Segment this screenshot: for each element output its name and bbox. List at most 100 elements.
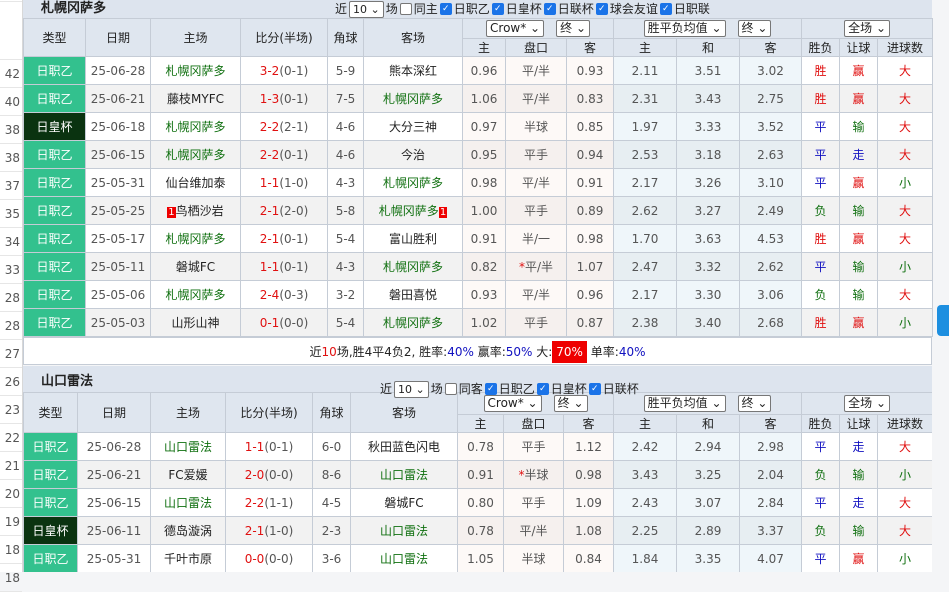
side-number: 37: [0, 172, 22, 200]
home-team[interactable]: 藤枝MYFC: [150, 84, 241, 113]
away-team[interactable]: 山口雷法: [350, 544, 458, 572]
score[interactable]: 1-1(0-1): [225, 432, 313, 461]
score[interactable]: 2-2(1-1): [225, 488, 313, 517]
away-team[interactable]: 秋田蓝色闪电: [350, 432, 458, 461]
away-team[interactable]: 大分三神: [363, 112, 463, 141]
checkbox-0[interactable]: [399, 3, 412, 15]
match-type[interactable]: 日职乙: [23, 544, 78, 572]
handicap-line: 平/半: [505, 56, 567, 85]
match-type[interactable]: 日职乙: [23, 168, 86, 197]
score[interactable]: 0-1(0-0): [240, 308, 328, 337]
goals-result: 小: [877, 460, 932, 489]
odds-select[interactable]: Crow* ⌄: [483, 395, 542, 412]
away-team[interactable]: 札幌冈萨多: [363, 308, 463, 337]
score[interactable]: 2-2(0-1): [240, 140, 328, 169]
away-team[interactable]: 磐田喜悦: [363, 280, 463, 309]
home-team[interactable]: 千叶市原: [150, 544, 226, 572]
odds-select[interactable]: Crow* ⌄: [486, 20, 545, 37]
match-type[interactable]: 日职乙: [23, 196, 86, 225]
checkbox-4[interactable]: ✓: [595, 3, 608, 15]
score[interactable]: 2-2(2-1): [240, 112, 328, 141]
select-value: Crow*: [487, 396, 524, 410]
score[interactable]: 3-2(0-1): [240, 56, 328, 85]
score[interactable]: 1-1(0-1): [240, 252, 328, 281]
score[interactable]: 2-1(2-0): [240, 196, 328, 225]
corners: 5-4: [327, 308, 364, 337]
away-team[interactable]: 山口雷法: [350, 516, 458, 545]
score[interactable]: 2-1(0-1): [240, 224, 328, 253]
checkbox-1[interactable]: ✓: [484, 383, 497, 395]
checkbox-0[interactable]: [444, 383, 457, 395]
away-team[interactable]: 熊本深红: [363, 56, 463, 85]
odds-select[interactable]: 全场 ⌄: [844, 395, 890, 412]
score[interactable]: 1-3(0-1): [240, 84, 328, 113]
checkbox-3[interactable]: ✓: [588, 383, 601, 395]
match-type[interactable]: 日职乙: [23, 460, 78, 489]
odds-select[interactable]: 终 ⌄: [556, 20, 590, 37]
home-team[interactable]: 磐城FC: [150, 252, 241, 281]
match-type[interactable]: 日职乙: [23, 432, 78, 461]
home-team[interactable]: FC爱媛: [150, 460, 226, 489]
home-team[interactable]: 山形山神: [150, 308, 241, 337]
asian-odds: 1.02: [462, 308, 506, 337]
home-team[interactable]: 札幌冈萨多: [150, 224, 241, 253]
home-team[interactable]: 札幌冈萨多: [150, 140, 241, 169]
score[interactable]: 2-0(0-0): [225, 460, 313, 489]
odds-select[interactable]: 终 ⌄: [553, 395, 588, 412]
odds-select[interactable]: 终 ⌄: [737, 395, 772, 412]
away-team[interactable]: 磐城FC: [350, 488, 458, 517]
home-team[interactable]: 札幌冈萨多: [150, 56, 241, 85]
match-type[interactable]: 日职乙: [23, 280, 86, 309]
match-count-select[interactable]: 10 ⌄: [349, 0, 384, 18]
checkbox-2[interactable]: ✓: [536, 383, 549, 395]
away-team[interactable]: 札幌冈萨多: [363, 168, 463, 197]
away-team[interactable]: 札幌冈萨多: [363, 84, 463, 113]
home-team[interactable]: 札幌冈萨多: [150, 280, 241, 309]
score[interactable]: 2-4(0-3): [240, 280, 328, 309]
home-team[interactable]: 1鸟栖沙岩: [150, 196, 241, 225]
score[interactable]: 1-1(1-0): [240, 168, 328, 197]
match-type[interactable]: 日职乙: [23, 56, 86, 85]
team-name: 札幌冈萨多: [165, 120, 226, 134]
away-team[interactable]: 今治: [363, 140, 463, 169]
score[interactable]: 0-0(0-0): [225, 544, 313, 572]
euro-odds: 2.17: [613, 280, 678, 309]
home-team[interactable]: 札幌冈萨多: [150, 112, 241, 141]
away-team[interactable]: 札幌冈萨多: [363, 252, 463, 281]
corners: 4-5: [312, 488, 351, 517]
odds-select[interactable]: 胜平负均值 ⌄: [643, 395, 726, 412]
match-type[interactable]: 日职乙: [23, 488, 78, 517]
handicap-result: 输: [839, 460, 879, 489]
odds-select[interactable]: 全场 ⌄: [844, 20, 890, 37]
match-type[interactable]: 日职乙: [23, 140, 86, 169]
chevron-down-icon: ⌄: [572, 21, 586, 35]
score[interactable]: 2-1(1-0): [225, 516, 313, 545]
away-team[interactable]: 札幌冈萨多1: [363, 196, 463, 225]
checkbox-1[interactable]: ✓: [439, 3, 452, 15]
corners: 5-9: [327, 56, 364, 85]
asian-odds: 0.91: [565, 168, 615, 197]
match-type[interactable]: 日职乙: [23, 84, 86, 113]
match-type[interactable]: 日职乙: [23, 308, 86, 337]
home-team[interactable]: 山口雷法: [150, 488, 226, 517]
asian-odds: 1.00: [462, 196, 506, 225]
odds-select[interactable]: 终 ⌄: [737, 20, 772, 37]
away-team[interactable]: 富山胜利: [363, 224, 463, 253]
checkbox-3[interactable]: ✓: [543, 3, 556, 15]
match-type[interactable]: 日皇杯: [23, 112, 86, 141]
checkbox-5[interactable]: ✓: [659, 3, 672, 15]
subheader-row: 主盘口客主和客胜负 让球 进球数: [24, 38, 934, 57]
match-count-select[interactable]: 10 ⌄: [394, 380, 429, 398]
side-float-button[interactable]: [937, 305, 949, 336]
home-team[interactable]: 德岛漩涡: [150, 516, 226, 545]
home-team[interactable]: 仙台维加泰: [150, 168, 241, 197]
home-team[interactable]: 山口雷法: [150, 432, 226, 461]
checkbox-2[interactable]: ✓: [491, 3, 504, 15]
away-team[interactable]: 山口雷法: [350, 460, 458, 489]
handicap-line: 平手: [503, 488, 564, 517]
euro-odds: 2.98: [739, 432, 803, 461]
match-type[interactable]: 日皇杯: [23, 516, 78, 545]
odds-select[interactable]: 胜平负均值 ⌄: [643, 20, 726, 37]
match-type[interactable]: 日职乙: [23, 224, 86, 253]
match-type[interactable]: 日职乙: [23, 252, 86, 281]
